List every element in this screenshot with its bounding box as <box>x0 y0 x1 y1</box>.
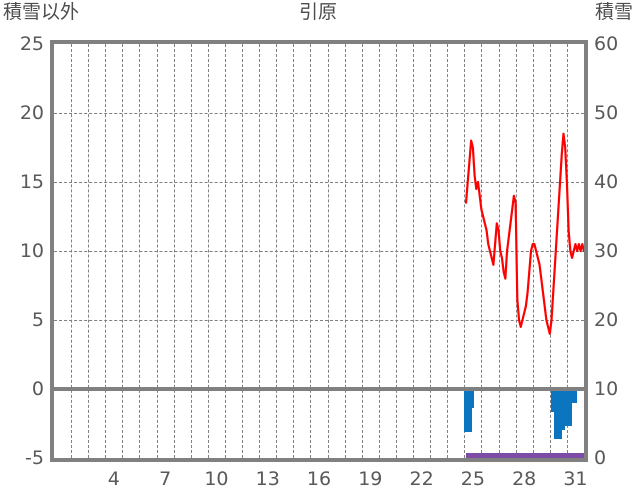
right-tick-label: 30 <box>594 240 619 262</box>
horizontal-gridline <box>54 113 584 114</box>
left-tick-label: 10 <box>19 240 44 262</box>
plot-inner <box>54 44 584 458</box>
left-tick-label: 5 <box>31 309 44 331</box>
x-tick-label: 13 <box>255 468 280 490</box>
precipitation-bar <box>568 391 577 404</box>
snow-depth-line <box>464 132 584 335</box>
right-tick-label: 0 <box>594 447 607 469</box>
right-tick-label: 10 <box>594 378 619 400</box>
right-axis-title: 積雪 <box>594 1 633 23</box>
right-tick-label: 20 <box>594 309 619 331</box>
left-axis-title: 積雪以外 <box>3 1 80 23</box>
x-tick-label: 28 <box>512 468 537 490</box>
precipitation-bar <box>563 391 572 426</box>
horizontal-gridline <box>54 251 584 252</box>
chart-title: 引原 <box>298 1 337 23</box>
left-tick-label: 15 <box>19 171 44 193</box>
horizontal-gridline <box>54 182 584 183</box>
snow-cover-baseline <box>466 453 584 458</box>
x-tick-label: 10 <box>204 468 229 490</box>
chart-header: 積雪以外 引原 積雪 <box>0 0 636 30</box>
x-tick-label: 4 <box>107 468 120 490</box>
x-tick-label: 7 <box>159 468 172 490</box>
x-tick-label: 25 <box>460 468 485 490</box>
x-tick-label: 16 <box>306 468 332 490</box>
x-tick-label: 19 <box>358 468 383 490</box>
right-tick-label: 60 <box>594 33 619 55</box>
horizontal-gridline <box>54 320 584 321</box>
left-tick-label: 0 <box>31 378 44 400</box>
zero-baseline <box>54 387 584 391</box>
right-tick-label: 40 <box>594 171 619 193</box>
snow-depth-path <box>464 132 584 335</box>
precipitation-bar <box>463 391 472 433</box>
left-tick-label: 25 <box>19 33 44 55</box>
x-tick-label: 31 <box>563 468 588 490</box>
left-tick-label: -5 <box>25 447 44 469</box>
plot-area <box>50 40 588 462</box>
left-tick-label: 20 <box>19 102 44 124</box>
x-tick-label: 22 <box>409 468 434 490</box>
precipitation-bar <box>556 391 565 430</box>
precipitation-bar <box>466 391 475 408</box>
right-tick-label: 50 <box>594 102 619 124</box>
